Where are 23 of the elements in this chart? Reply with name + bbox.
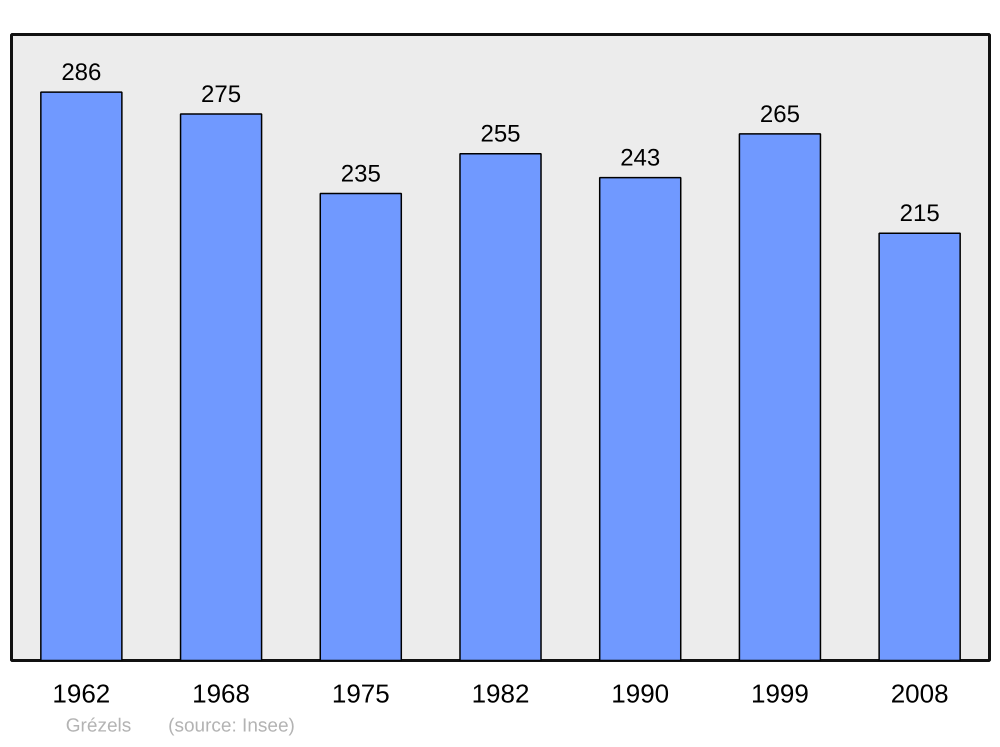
data-label: 255 [480, 120, 521, 148]
data-label: 265 [760, 100, 800, 128]
bar [598, 176, 682, 660]
text: (source: Insee) [168, 716, 295, 736]
bar [878, 232, 961, 660]
bar [320, 192, 402, 660]
x-tick-label: 1975 [332, 678, 390, 708]
x-tick-label: 1982 [472, 678, 530, 708]
x-tick-label: 1999 [751, 678, 809, 708]
data-label: 275 [201, 80, 242, 108]
bar [459, 152, 542, 660]
data-label: 243 [620, 144, 660, 172]
x-tick-label: 1962 [52, 678, 110, 708]
bar [180, 113, 262, 660]
data-label: 215 [900, 200, 940, 228]
data-label: 286 [61, 59, 102, 86]
x-tick-label: 1968 [192, 678, 250, 708]
x-tick-label: 2008 [890, 678, 949, 708]
bar [40, 91, 123, 660]
x-tick-label: 1990 [611, 678, 670, 708]
bar [738, 133, 822, 660]
data-label: 235 [340, 160, 381, 188]
text: Grézels [66, 716, 132, 736]
